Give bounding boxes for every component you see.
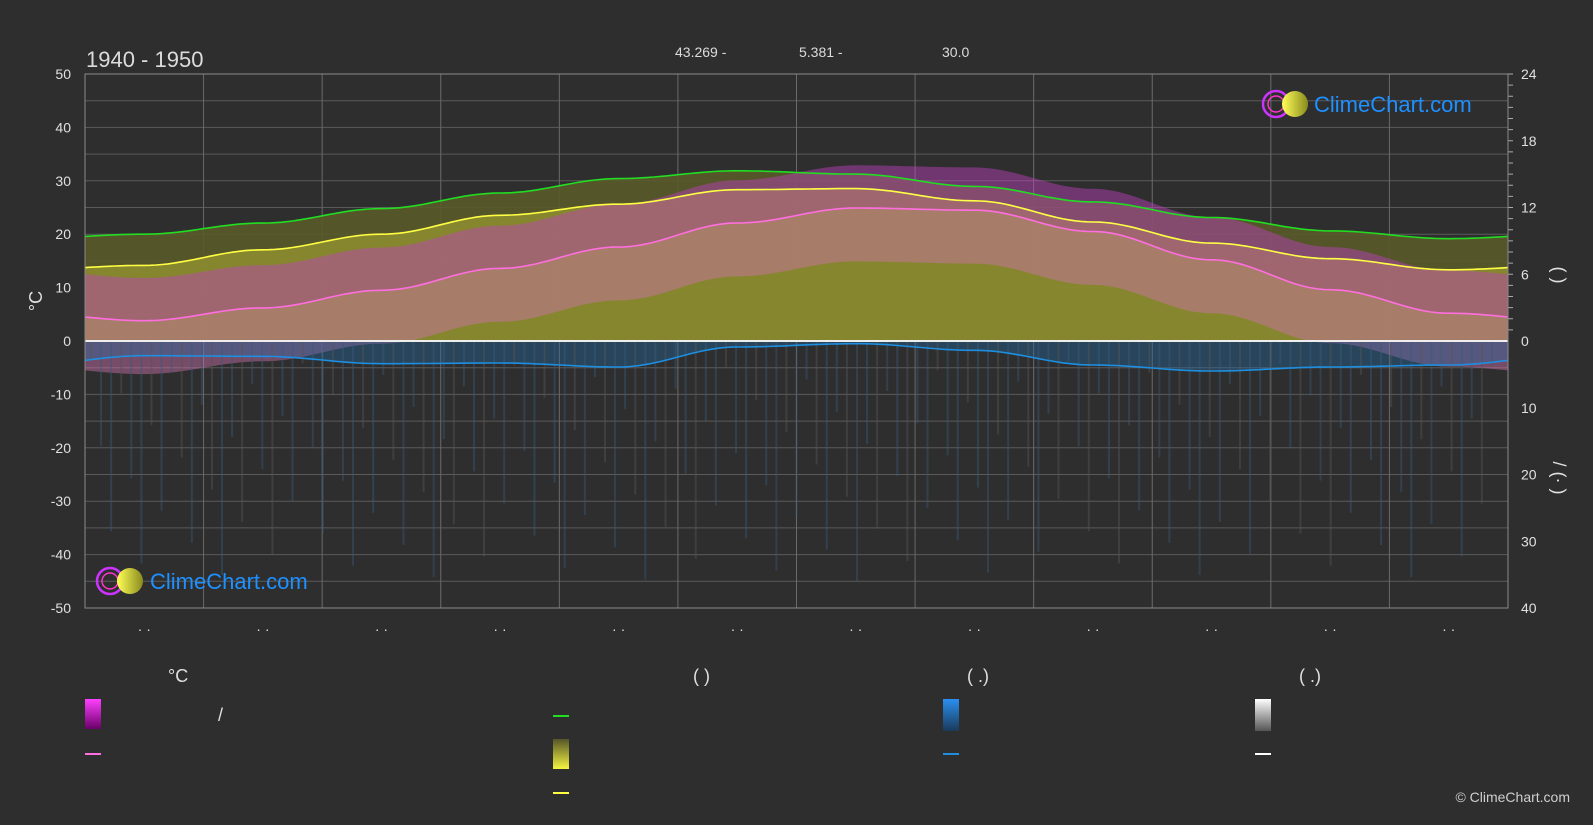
legend-swatch-precip [943, 699, 959, 731]
y-left-tick-label: -20 [51, 440, 71, 456]
x-tick-label: · · [849, 621, 862, 637]
y-right-top-tick-label: 18 [1521, 133, 1537, 149]
y-left-tick-label: 30 [55, 173, 71, 189]
plot-frame [84, 73, 1509, 609]
y-right-bottom-tick-label: 20 [1521, 467, 1537, 483]
logo-sun-icon [117, 568, 143, 594]
brand-name-top: ClimeChart.com [1314, 92, 1472, 117]
brand-logo-bottom[interactable]: ClimeChart.com [95, 566, 308, 596]
sunshine-line [85, 187, 1508, 271]
y-axis-left-title: °C [26, 291, 46, 311]
data-lines [85, 170, 1508, 372]
y-axis-right-top-title: ( ) [1549, 267, 1569, 284]
y-right-top-tick-label: 6 [1521, 266, 1529, 282]
y-left-tick-label: -10 [51, 386, 71, 402]
precipitation-line [85, 342, 1508, 372]
daylight-line [85, 170, 1508, 240]
brand-logo-top[interactable]: ClimeChart.com [1261, 89, 1472, 119]
x-tick-label: · · [375, 621, 388, 637]
y-right-top-tick-label: 0 [1521, 333, 1529, 349]
y-left-tick-label: 0 [63, 333, 71, 349]
logo-sun-icon [1282, 91, 1308, 117]
temperature-range-area [85, 165, 1508, 321]
x-tick-label: · · [1442, 621, 1455, 637]
y-right-top-tick-label: 24 [1521, 66, 1537, 82]
latitude-text: 43.269 - [675, 44, 727, 60]
legend-header-temperature: °C [168, 666, 188, 686]
y-right-bottom-tick-label: 40 [1521, 600, 1537, 616]
x-tick-label: · · [968, 621, 981, 637]
y-left-tick-label: -50 [51, 600, 71, 616]
legend-swatch-max-temp [85, 699, 101, 729]
sunshine-area [85, 188, 1508, 341]
x-tick-label: · · [1086, 621, 1099, 637]
x-tick-label: · · [612, 621, 625, 637]
legend-header-precip: ( .) [967, 666, 989, 686]
copyright-text: © ClimeChart.com [1455, 789, 1570, 805]
legend-header-snow: ( .) [1299, 666, 1321, 686]
temperature-lower-area [85, 208, 1508, 375]
elevation-text: 30.0 [942, 44, 969, 60]
longitude-text: 5.381 - [799, 44, 843, 60]
y-left-tick-label: -30 [51, 493, 71, 509]
y-left-tick-label: 20 [55, 226, 71, 242]
x-tick-label: · · [256, 621, 269, 637]
axes: 50 40 30 20 10 0 -10 -20 -30 -40 -50 24 18 12 6 0 10 20 30… [51, 66, 1537, 637]
y-right-bottom-tick-label: 10 [1521, 400, 1537, 416]
legend: °C ( ) ( .) ( .) / [85, 666, 1321, 794]
x-tick-label: · · [731, 621, 744, 637]
chart-title: 1940 - 1950 [86, 47, 203, 72]
y-left-tick-label: 40 [55, 119, 71, 135]
x-tick-label: · · [138, 621, 151, 637]
precipitation-area [85, 341, 1508, 371]
x-tick-label: · · [493, 621, 506, 637]
data-bands [85, 165, 1508, 582]
mean-temperature-line [85, 207, 1508, 322]
x-tick-label: · · [1324, 621, 1337, 637]
y-right-bottom-tick-label: 30 [1521, 533, 1537, 549]
legend-label-max-temp: / [218, 705, 223, 725]
y-left-tick-label: 10 [55, 280, 71, 296]
legend-swatch-snow [1255, 699, 1271, 731]
brand-name-bottom: ClimeChart.com [150, 569, 308, 594]
y-left-tick-label: -40 [51, 547, 71, 563]
x-tick-label: · · [1205, 621, 1218, 637]
y-left-tick-label: 50 [55, 66, 71, 82]
y-right-top-tick-label: 12 [1521, 200, 1537, 216]
legend-header-sun: ( ) [693, 666, 710, 686]
legend-swatch-sunshine [553, 739, 569, 769]
y-axis-right-bottom-title: / (· ) [1549, 462, 1569, 495]
